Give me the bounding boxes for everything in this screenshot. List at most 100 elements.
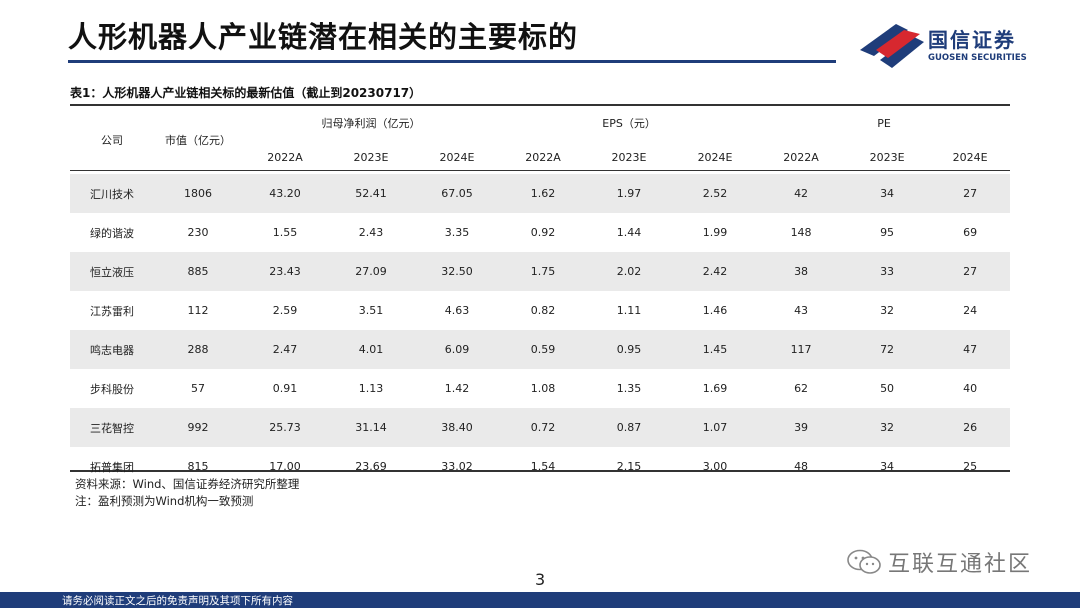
- col-company: 公司: [101, 134, 123, 147]
- col-year: 2023E: [353, 150, 389, 164]
- value-cell: 288: [154, 330, 242, 369]
- value-cell: 815: [187, 460, 209, 473]
- value-cell: 0.92: [530, 226, 556, 239]
- wechat-icon: [847, 549, 881, 574]
- value-cell: 32.50: [414, 252, 501, 291]
- value-cell: 2.42: [672, 252, 759, 291]
- value-cell: 27: [930, 174, 1011, 213]
- value-cell: 1806: [154, 174, 242, 213]
- value-cell: 4.63: [444, 304, 470, 317]
- value-cell: 3.35: [444, 226, 470, 239]
- forecast-note: 注：盈利预测为Wind机构一致预测: [75, 494, 254, 508]
- source-note: 资料来源：Wind、国信证券经济研究所整理: [75, 477, 300, 491]
- value-cell: 95: [880, 226, 895, 239]
- table-row: 绿的谐波 230 1.55 2.43 3.35 0.92 1.44 1.99 148 95 69: [70, 213, 1010, 252]
- footer-disclaimer: 请务必阅读正文之后的免责声明及其项下所有内容: [62, 595, 293, 607]
- value-cell: 27: [930, 252, 1011, 291]
- page-title: 人形机器人产业链潜在相关的主要标的: [68, 20, 579, 54]
- value-cell: 33.02: [441, 460, 473, 473]
- value-cell: 2.02: [586, 252, 673, 291]
- col-year: 2022A: [525, 150, 561, 164]
- header-row-years: 2022A 2023E 2024E 2022A 2023E 2024E 2022…: [70, 140, 1010, 174]
- value-cell: 67.05: [414, 174, 501, 213]
- header-row-top: 公司 市值（亿元） 归母净利润（亿元） EPS（元） PE: [70, 106, 1010, 148]
- value-cell: 3.00: [702, 460, 728, 473]
- value-cell: 1.35: [616, 382, 642, 395]
- value-cell: 2.52: [672, 174, 759, 213]
- col-year: 2023E: [869, 150, 905, 164]
- value-cell: 23.69: [355, 460, 387, 473]
- value-cell: 1.54: [530, 460, 556, 473]
- valuation-table: 公司 市值（亿元） 归母净利润（亿元） EPS（元） PE 2022A 2023…: [70, 106, 1011, 486]
- value-cell: 32: [844, 408, 931, 447]
- value-cell: 43.20: [242, 174, 328, 213]
- value-cell: 2.47: [242, 330, 328, 369]
- value-cell: 0.72: [500, 408, 587, 447]
- table-body: 汇川技术 1806 43.20 52.41 67.05 1.62 1.97 2.52 42 34 2…: [70, 174, 1011, 486]
- value-cell: 42: [758, 174, 845, 213]
- value-cell: 40: [963, 382, 978, 395]
- company-name-cell: 鸣志电器: [70, 330, 154, 369]
- value-cell: 38.40: [414, 408, 501, 447]
- value-cell: 0.87: [586, 408, 673, 447]
- value-cell: 230: [187, 226, 209, 239]
- company-name-cell: 恒立液压: [70, 252, 154, 291]
- title-underline: [68, 60, 836, 63]
- logo-subtitle: GUOSEN SECURITIES: [928, 53, 1027, 63]
- table-row: 鸣志电器 288 2.47 4.01 6.09 0.59 0.95 1.45 117 72 47: [70, 330, 1011, 369]
- value-cell: 48: [794, 460, 809, 473]
- value-cell: 26: [930, 408, 1011, 447]
- col-group-profit: 归母净利润（亿元）: [321, 117, 421, 130]
- value-cell: 1.99: [702, 226, 728, 239]
- value-cell: 885: [154, 252, 242, 291]
- table-row: 恒立液压 885 23.43 27.09 32.50 1.75 2.02 2.42 38 33 27: [70, 252, 1011, 291]
- footer-bar: 请务必阅读正文之后的免责声明及其项下所有内容: [0, 592, 1080, 608]
- table-row: 江苏雷利 112 2.59 3.51 4.63 0.82 1.11 1.46 43 32 24: [70, 291, 1010, 330]
- value-cell: 1.55: [272, 226, 298, 239]
- value-cell: 1.46: [702, 304, 728, 317]
- value-cell: 31.14: [328, 408, 414, 447]
- value-cell: 32: [880, 304, 895, 317]
- value-cell: 0.59: [500, 330, 587, 369]
- col-year: 2022A: [267, 150, 303, 164]
- company-name-cell: 步科股份: [90, 382, 134, 396]
- company-name-cell: 汇川技术: [70, 174, 154, 213]
- watermark: 互联互通社区: [846, 546, 1032, 578]
- col-year: 2024E: [439, 150, 475, 164]
- col-group-pe: PE: [877, 116, 891, 130]
- value-cell: 2.15: [616, 460, 642, 473]
- value-cell: 52.41: [328, 174, 414, 213]
- value-cell: 34: [844, 174, 931, 213]
- table-row: 拓普集团 815 17.00 23.69 33.02 1.54 2.15 3.00 48 34 25: [70, 447, 1010, 486]
- value-cell: 0.91: [272, 382, 298, 395]
- col-year: 2023E: [611, 150, 647, 164]
- col-market-cap: 市值（亿元）: [165, 134, 231, 147]
- value-cell: 0.82: [530, 304, 556, 317]
- value-cell: 50: [880, 382, 895, 395]
- col-year: 2022A: [783, 150, 819, 164]
- value-cell: 25.73: [242, 408, 328, 447]
- value-cell: 1.62: [500, 174, 587, 213]
- value-cell: 1.69: [702, 382, 728, 395]
- value-cell: 23.43: [242, 252, 328, 291]
- watermark-text: 互联互通社区: [888, 552, 1033, 577]
- table-bottom-rule: [70, 470, 1010, 472]
- value-cell: 1.13: [358, 382, 384, 395]
- col-group-eps: EPS（元）: [602, 117, 656, 130]
- page-number: 3: [535, 570, 546, 589]
- value-cell: 38: [758, 252, 845, 291]
- value-cell: 3.51: [358, 304, 384, 317]
- value-cell: 62: [794, 382, 809, 395]
- value-cell: 1.11: [616, 304, 642, 317]
- table-row: 汇川技术 1806 43.20 52.41 67.05 1.62 1.97 2.52 42 34 2…: [70, 174, 1011, 213]
- value-cell: 25: [963, 460, 978, 473]
- company-name-cell: 绿的谐波: [90, 226, 134, 240]
- table-notes: 资料来源：Wind、国信证券经济研究所整理 注：盈利预测为Wind机构一致预测: [75, 476, 299, 510]
- value-cell: 0.95: [586, 330, 673, 369]
- value-cell: 112: [187, 304, 209, 317]
- table-top-rule: [70, 104, 1010, 106]
- value-cell: 1.97: [586, 174, 673, 213]
- value-cell: 4.01: [328, 330, 414, 369]
- value-cell: 17.00: [269, 460, 301, 473]
- company-name-cell: 拓普集团: [90, 460, 134, 474]
